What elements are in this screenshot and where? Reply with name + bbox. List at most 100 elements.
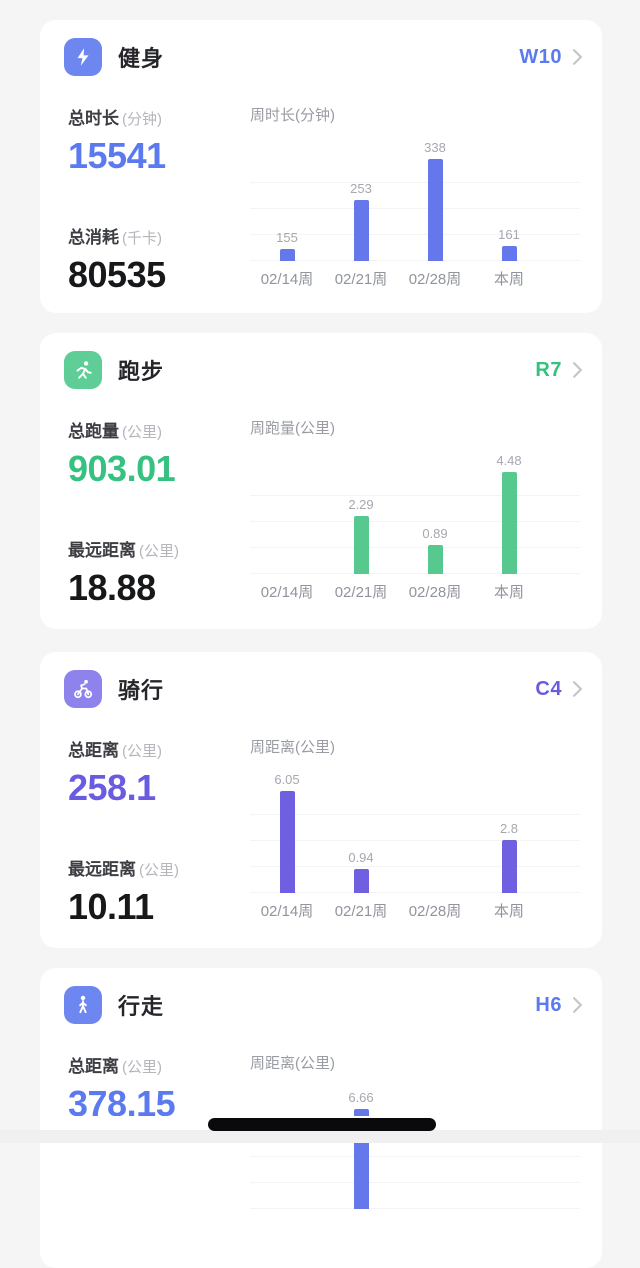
bar-column: 161: [472, 140, 546, 261]
bar-columns: 2.29 0.89 4.48: [250, 453, 546, 574]
bar-column: [398, 772, 472, 893]
stat-unit: (公里): [122, 1059, 162, 1076]
bar-value-label: 155: [276, 230, 298, 245]
stat-longest-distance: 最远距离 (公里) 18.88: [68, 536, 250, 609]
stat-unit: (千卡): [122, 230, 162, 247]
stats-column: 总时长 (分钟) 15541 总消耗 (千卡) 80535: [68, 104, 250, 296]
chevron-right-icon: [571, 996, 584, 1014]
bar-column: [250, 1088, 324, 1209]
stat-value: 18.88: [68, 567, 156, 608]
x-axis-label: 02/14周: [260, 903, 314, 920]
period-link[interactable]: W10: [519, 46, 584, 69]
period-badge: R7: [535, 358, 562, 381]
bar-column: 6.05: [250, 772, 324, 893]
bar: [353, 200, 369, 261]
chart-title: 周时长(分钟): [250, 107, 335, 124]
bar: [353, 869, 369, 893]
stat-total-distance: 总距离 (公里) 378.15: [68, 1052, 250, 1125]
chart-gridlines: [250, 789, 580, 893]
stat-unit: (公里): [122, 424, 162, 441]
x-axis-label: 02/28周: [408, 903, 462, 920]
stats-column: 总跑量 (公里) 903.01 最远距离 (公里) 18.88: [68, 417, 250, 609]
card-body: 总距离 (公里) 258.1 最远距离 (公里) 10.11 周距离(公里) 6.0…: [40, 736, 602, 928]
stat-label: 总距离: [68, 741, 119, 760]
x-axis-label: 02/21周: [334, 903, 388, 920]
period-link[interactable]: H6: [535, 994, 584, 1017]
bar-value-label: 2.29: [348, 497, 374, 512]
bar: [501, 840, 517, 893]
bar: [353, 516, 369, 574]
period-badge: W10: [519, 45, 562, 68]
bar-column: [398, 1088, 472, 1209]
bar-column: 2.8: [472, 772, 546, 893]
x-axis-label: 02/28周: [408, 584, 462, 601]
x-axis-label: 02/14周: [260, 271, 314, 288]
stat-total-distance: 总跑量 (公里) 903.01: [68, 417, 250, 490]
card-header: 骑行 C4: [40, 652, 602, 708]
cyclist-icon: [64, 670, 102, 708]
stat-total-calories: 总消耗 (千卡) 80535: [68, 223, 250, 296]
chart-title: 周跑量(公里): [250, 420, 335, 437]
stat-longest-distance: 最远距离 (公里) 10.11: [68, 855, 250, 928]
stats-column: 总距离 (公里) 258.1 最远距离 (公里) 10.11: [68, 736, 250, 928]
bar: [501, 472, 517, 574]
x-axis-label: 02/28周: [408, 271, 462, 288]
bar-column: 253: [324, 140, 398, 261]
chart-title: 周距离(公里): [250, 739, 335, 756]
card-header: 健身 W10: [40, 20, 602, 76]
bar-value-label: 338: [424, 140, 446, 155]
weekly-bar-chart: 周距离(公里) 6.05 0.94 2.8 02/14周 02/21周 02/28周 本周: [250, 736, 592, 928]
bar: [279, 249, 295, 261]
card-title: 跑步: [118, 359, 165, 384]
bottom-strip: [0, 1130, 640, 1143]
chevron-right-icon: [571, 361, 584, 379]
bar-value-label: 0.89: [422, 526, 448, 541]
x-labels: 02/14周 02/21周 02/28周 本周: [250, 268, 580, 289]
x-axis-label: 02/14周: [260, 584, 314, 601]
walker-icon: [64, 986, 102, 1024]
card-fitness[interactable]: 健身 W10 总时长 (分钟) 15541 总消耗 (千卡) 80535: [40, 20, 602, 313]
stat-unit: (公里): [139, 543, 179, 560]
bar-value-label: 253: [350, 181, 372, 196]
stat-value: 15541: [68, 135, 166, 176]
bar-value-label: 4.48: [496, 453, 522, 468]
bar-value-label: 6.05: [274, 772, 300, 787]
lightning-icon: [64, 38, 102, 76]
stat-label: 最远距离: [68, 541, 136, 560]
x-axis-label: 本周: [493, 903, 524, 920]
bar-columns: 155 253 338 161: [250, 140, 546, 261]
weekly-bar-chart: 周时长(分钟) 155 253 338 161 02/14周 02/21周 02/28周 本…: [250, 104, 592, 296]
stat-unit: (公里): [122, 743, 162, 760]
stat-value: 258.1: [68, 767, 156, 808]
stat-total-duration: 总时长 (分钟) 15541: [68, 104, 250, 177]
stat-label: 总时长: [68, 109, 119, 128]
period-badge: H6: [535, 993, 562, 1016]
weekly-bar-chart: 周跑量(公里) 2.29 0.89 4.48 02/14周 02/21周 02/28周 本…: [250, 417, 592, 609]
bar-column: 6.66: [324, 1088, 398, 1209]
period-badge: C4: [535, 677, 562, 700]
stat-unit: (公里): [139, 862, 179, 879]
chart-gridlines: [250, 470, 580, 574]
stat-unit: (分钟): [122, 111, 162, 128]
card-running[interactable]: 跑步 R7 总跑量 (公里) 903.01 最远距离 (公里) 18.88: [40, 333, 602, 629]
bar-column: 2.29: [324, 453, 398, 574]
home-indicator[interactable]: [208, 1118, 436, 1131]
chevron-right-icon: [571, 680, 584, 698]
period-link[interactable]: R7: [535, 359, 584, 382]
x-axis-label: 本周: [493, 271, 524, 288]
bar-columns: 6.05 0.94 2.8: [250, 772, 546, 893]
bar-column: 155: [250, 140, 324, 261]
card-title: 骑行: [118, 678, 165, 703]
stat-total-distance: 总距离 (公里) 258.1: [68, 736, 250, 809]
card-cycling[interactable]: 骑行 C4 总距离 (公里) 258.1 最远距离 (公里) 10.11: [40, 652, 602, 948]
bar-value-label: 2.8: [499, 821, 519, 836]
card-title: 健身: [118, 46, 165, 71]
card-body: 总时长 (分钟) 15541 总消耗 (千卡) 80535 周时长(分钟) 155 2…: [40, 104, 602, 296]
x-axis-label: 本周: [493, 584, 524, 601]
card-title: 行走: [118, 994, 165, 1019]
x-labels: 02/14周 02/21周 02/28周 本周: [250, 900, 580, 921]
bar: [279, 791, 295, 893]
card-body: 总跑量 (公里) 903.01 最远距离 (公里) 18.88 周跑量(公里) 2.…: [40, 417, 602, 609]
bar: [427, 545, 443, 574]
period-link[interactable]: C4: [535, 678, 584, 701]
